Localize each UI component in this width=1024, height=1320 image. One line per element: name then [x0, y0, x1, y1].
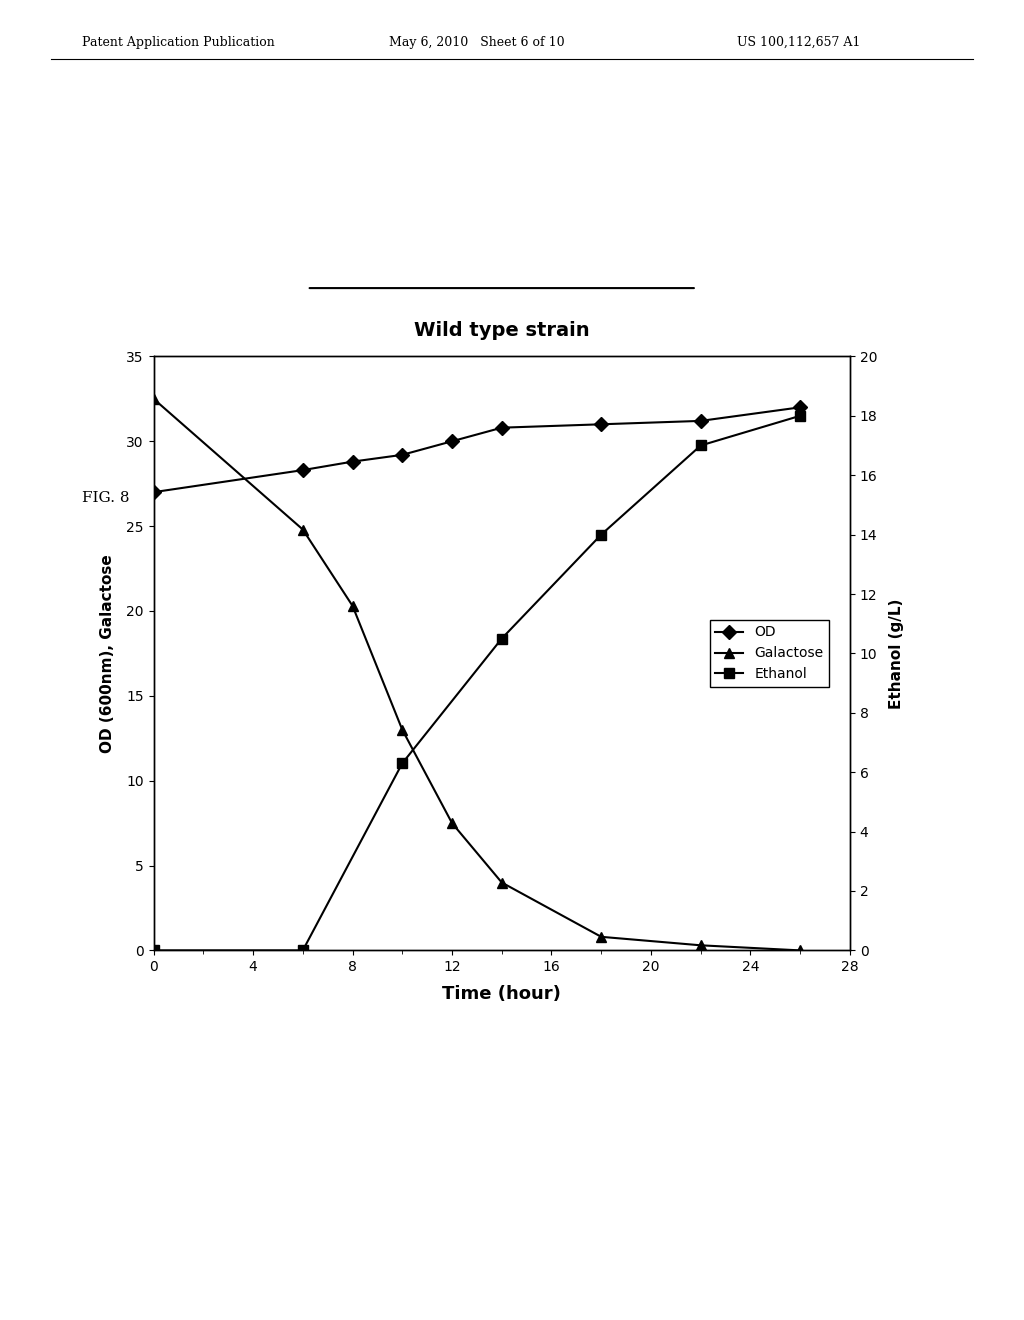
- Line: OD: OD: [148, 403, 805, 498]
- Galactose: [297, 521, 309, 537]
- Y-axis label: OD (600nm), Galactose: OD (600nm), Galactose: [100, 554, 115, 752]
- Text: May 6, 2010   Sheet 6 of 10: May 6, 2010 Sheet 6 of 10: [389, 36, 565, 49]
- Galactose: [445, 816, 458, 832]
- OD: [147, 484, 160, 500]
- Galactose: [694, 937, 707, 953]
- Ethanol: [794, 408, 806, 424]
- OD: [297, 462, 309, 478]
- Galactose: [396, 722, 409, 738]
- Text: Patent Application Publication: Patent Application Publication: [82, 36, 274, 49]
- Ethanol: [396, 755, 409, 771]
- Ethanol: [694, 438, 707, 454]
- Legend: OD, Galactose, Ethanol: OD, Galactose, Ethanol: [710, 620, 829, 686]
- Line: Galactose: Galactose: [148, 393, 805, 956]
- Ethanol: [496, 631, 508, 647]
- Ethanol: [297, 942, 309, 958]
- OD: [346, 454, 358, 470]
- X-axis label: Time (hour): Time (hour): [442, 985, 561, 1003]
- OD: [694, 413, 707, 429]
- Galactose: [346, 598, 358, 614]
- Galactose: [147, 391, 160, 407]
- Galactose: [496, 875, 508, 891]
- Title: Wild type strain: Wild type strain: [414, 321, 590, 339]
- OD: [595, 416, 607, 432]
- Text: FIG. 8: FIG. 8: [82, 491, 129, 504]
- Text: US 100,112,657 A1: US 100,112,657 A1: [737, 36, 860, 49]
- OD: [794, 400, 806, 416]
- Line: Ethanol: Ethanol: [148, 411, 805, 956]
- Y-axis label: Ethanol (g/L): Ethanol (g/L): [889, 598, 903, 709]
- OD: [496, 420, 508, 436]
- Ethanol: [147, 942, 160, 958]
- Ethanol: [595, 527, 607, 543]
- OD: [445, 433, 458, 449]
- Galactose: [595, 929, 607, 945]
- Galactose: [794, 942, 806, 958]
- OD: [396, 447, 409, 463]
